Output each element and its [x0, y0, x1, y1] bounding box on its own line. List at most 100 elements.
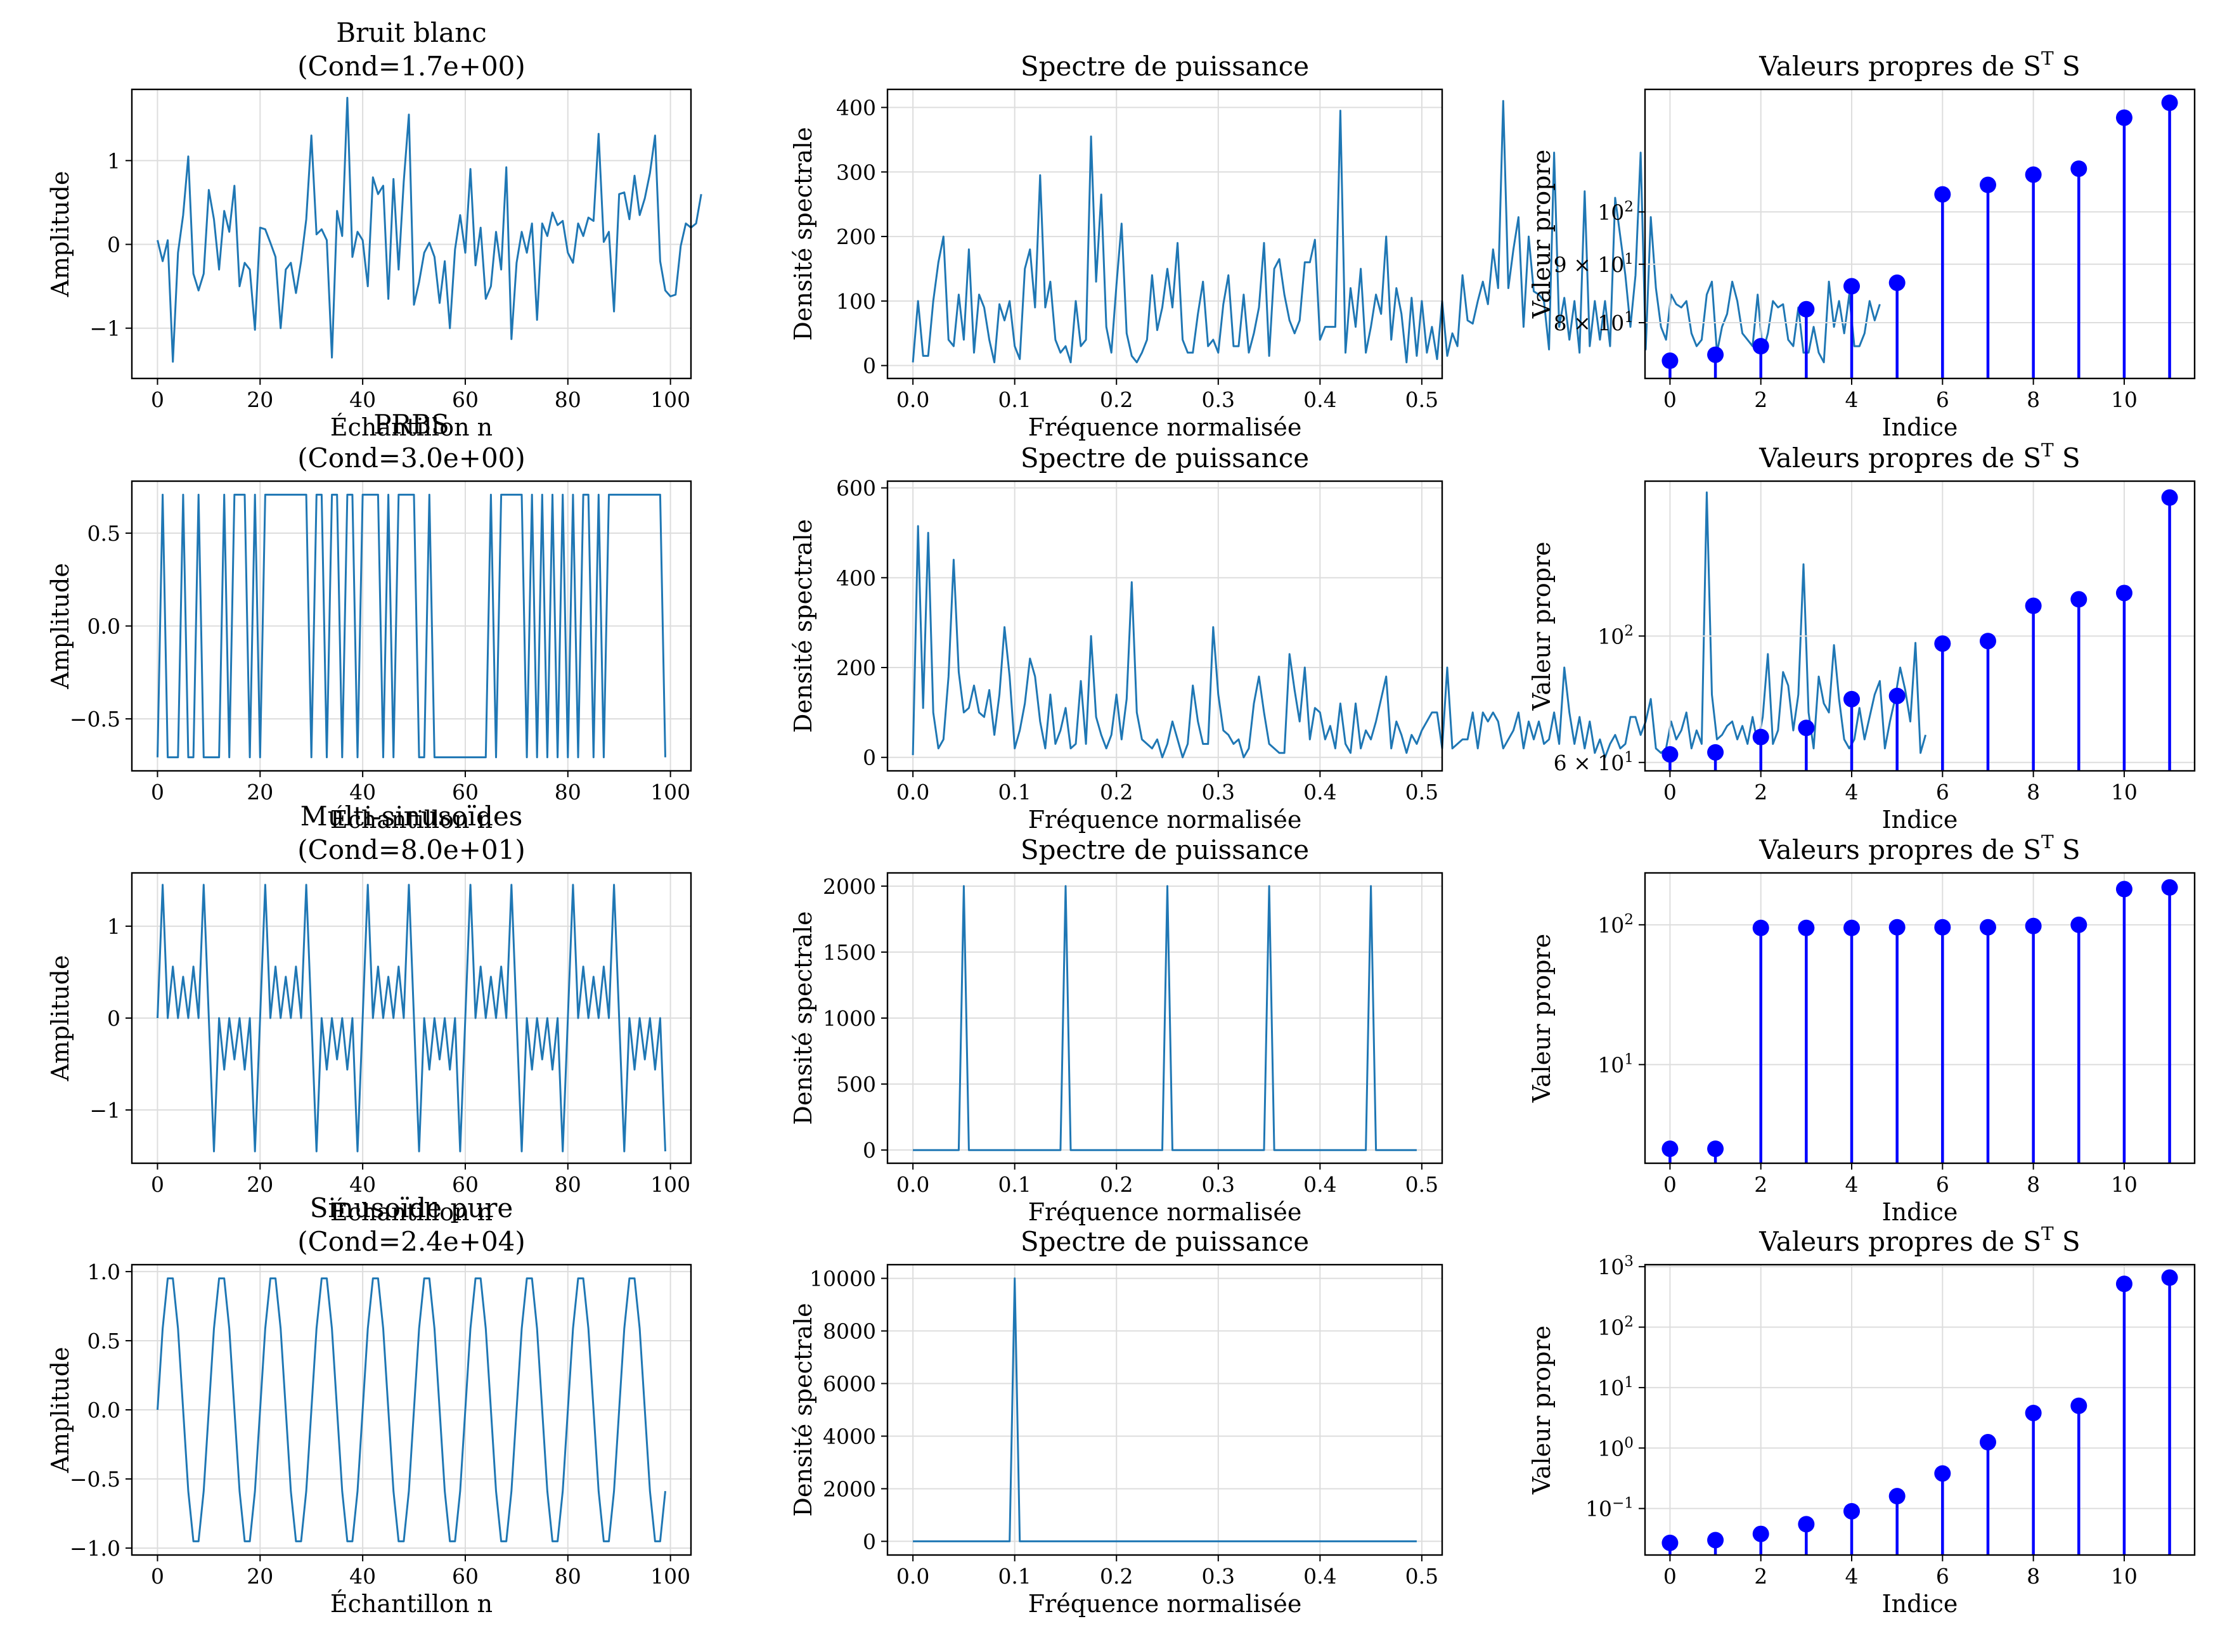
x-tick-label: 0.4 — [1303, 780, 1336, 804]
y-tick-label: 1500 — [823, 940, 876, 965]
y-tick-label: 0 — [107, 233, 120, 257]
x-tick-label: 0.4 — [1303, 1564, 1336, 1589]
x-tick-label: 0.1 — [998, 1564, 1031, 1589]
x-tick-label: 60 — [452, 1564, 479, 1589]
x-tick-label: 6 — [1936, 1564, 1949, 1589]
x-tick-label: 10 — [2111, 1564, 2138, 1589]
stem-marker — [2161, 1269, 2178, 1286]
y-tick-label: 102 — [1597, 912, 1634, 938]
y-tick-label: 8000 — [823, 1319, 876, 1344]
x-axis-label: Fréquence normalisée — [1028, 1198, 1302, 1226]
series-line — [913, 885, 1417, 1151]
plot-frame — [1644, 480, 2196, 772]
y-tick-label: 2000 — [823, 874, 876, 899]
x-tick-label: 0.3 — [1202, 1172, 1235, 1197]
y-tick-label: 0 — [863, 1138, 876, 1163]
y-tick-label: 1000 — [823, 1006, 876, 1031]
panel-r2c2: 0 2 4 6 8 10 101 102 Indice Valeur propre Valeurs … — [1528, 831, 2196, 1226]
x-tick-label: 4 — [1845, 1564, 1859, 1589]
x-tick-label: 40 — [349, 1564, 376, 1589]
plot-frame — [886, 480, 1443, 772]
x-tick-label: 10 — [2111, 387, 2138, 412]
y-tick-label: 0 — [863, 1529, 876, 1554]
x-tick-label: 4 — [1845, 1172, 1859, 1197]
stem-marker — [2070, 160, 2087, 177]
x-tick-label: 80 — [555, 387, 581, 412]
x-tick-label: 0.0 — [896, 780, 929, 804]
x-axis-label: Indice — [1882, 1590, 1958, 1618]
x-tick-label: 0.2 — [1100, 1172, 1133, 1197]
stem-marker — [1934, 919, 1951, 936]
y-tick-label: 1.0 — [87, 1260, 120, 1284]
x-tick-label: 80 — [555, 780, 581, 804]
y-axis-label: Amplitude — [46, 563, 74, 690]
stem-marker — [2115, 109, 2132, 126]
panel-r2c1: 0.0 0.1 0.2 0.3 0.4 0.5 0 500 1000 1500 2000 Fréque… — [789, 834, 1443, 1226]
stem-marker — [2025, 917, 2042, 934]
y-tick-label: 0.5 — [87, 1329, 120, 1353]
y-tick-label: 2000 — [823, 1476, 876, 1501]
y-tick-label: 9 × 101 — [1554, 251, 1634, 277]
panel-title: Multi-sinusoïdes — [300, 801, 523, 832]
series-line — [157, 493, 666, 759]
x-tick-label: 0.3 — [1202, 1564, 1235, 1589]
stem-marker — [1843, 919, 1861, 936]
x-tick-label: 8 — [2027, 1564, 2040, 1589]
stem-marker — [1707, 744, 1724, 761]
grid-lines — [887, 89, 1442, 378]
stem-marker — [1934, 186, 1951, 203]
y-tick-label: 300 — [836, 160, 876, 184]
panel-title: Sinusoïde pure — [310, 1192, 513, 1223]
panel-r3c2: 0 2 4 6 8 10 10−1 100 101 102 103 Indice Valeur prop… — [1528, 1223, 2196, 1618]
stem-marker — [1752, 919, 1769, 936]
stem-marker — [1843, 690, 1861, 707]
x-tick-label: 10 — [2111, 1172, 2138, 1197]
stem-marker — [1798, 720, 1815, 737]
y-tick-label: −1 — [89, 316, 120, 341]
panel-r3c1: 0.0 0.1 0.2 0.3 0.4 0.5 0 2000 4000 6000 8000 10000… — [789, 1226, 1443, 1618]
panel-title: Valeurs propres de ST S — [1758, 1223, 2080, 1257]
stem-marker — [2025, 166, 2042, 183]
x-axis-label: Fréquence normalisée — [1028, 806, 1302, 834]
stem-marker — [1979, 1434, 1996, 1451]
series-line — [913, 1277, 1417, 1542]
y-tick-label: 6000 — [823, 1372, 876, 1397]
x-tick-label: 0.4 — [1303, 387, 1336, 412]
y-tick-label: 103 — [1597, 1253, 1634, 1279]
grid-lines — [1645, 89, 2195, 378]
stem-marker — [2070, 1397, 2087, 1414]
y-tick-label: −0.5 — [70, 1467, 120, 1492]
series-line — [157, 884, 666, 1152]
y-tick-label: 10−1 — [1585, 1495, 1634, 1521]
x-tick-label: 0.2 — [1100, 387, 1133, 412]
y-tick-label: 101 — [1597, 1051, 1634, 1077]
x-axis-label: Fréquence normalisée — [1028, 413, 1302, 441]
x-axis-label: Échantillon n — [330, 806, 493, 834]
x-tick-label: 0 — [1663, 1172, 1677, 1197]
stem-marker — [1934, 1465, 1951, 1482]
y-tick-label: 400 — [836, 565, 876, 590]
x-tick-label: 20 — [247, 1172, 273, 1197]
x-tick-label: 100 — [650, 1172, 690, 1197]
stem-marker — [1752, 728, 1769, 745]
stem-marker — [1707, 346, 1724, 363]
stem-marker — [1979, 176, 1996, 193]
x-tick-label: 2 — [1754, 1172, 1767, 1197]
panel-title: PRBS — [373, 409, 449, 440]
y-tick-label: 400 — [836, 96, 876, 120]
y-axis-label: Valeur propre — [1528, 150, 1556, 319]
x-tick-label: 20 — [247, 1564, 273, 1589]
y-tick-label: 100 — [1597, 1435, 1634, 1461]
panel-title: Spectre de puissance — [1021, 834, 1309, 865]
series-line — [157, 96, 702, 363]
x-tick-label: 2 — [1754, 387, 1767, 412]
y-tick-label: 0.5 — [87, 521, 120, 546]
x-tick-label: 8 — [2027, 1172, 2040, 1197]
y-tick-label: 0.0 — [87, 614, 120, 639]
stem-marker — [1661, 745, 1679, 763]
plot-frame — [886, 88, 1443, 380]
panel-r2c0: 0 20 40 60 80 100 −1 0 1 Échantillon n Amplitude Mu… — [46, 801, 692, 1226]
y-tick-label: 101 — [1597, 1374, 1634, 1400]
panel-r0c2: 0 2 4 6 8 10 8 × 101 9 × 101 102 Indice Valeur pro… — [1528, 48, 2196, 441]
